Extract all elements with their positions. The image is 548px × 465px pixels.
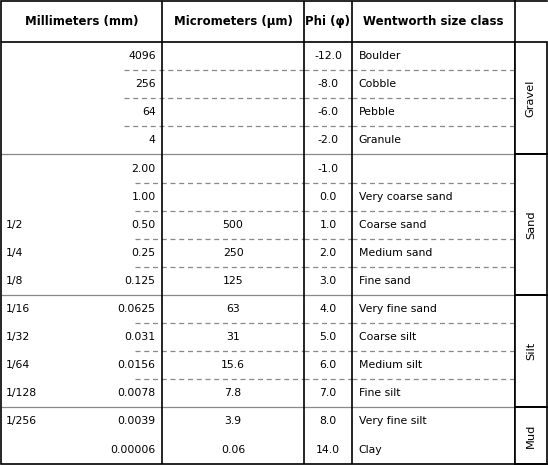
Text: -8.0: -8.0	[317, 79, 339, 89]
Text: 0.0156: 0.0156	[118, 360, 156, 370]
Text: 7.0: 7.0	[319, 388, 336, 399]
Text: 3.0: 3.0	[319, 276, 336, 286]
Text: Coarse sand: Coarse sand	[358, 220, 426, 230]
Text: Silt: Silt	[526, 342, 536, 360]
Text: Millimeters (mm): Millimeters (mm)	[25, 15, 139, 28]
Text: Sand: Sand	[526, 211, 536, 239]
Text: Medium silt: Medium silt	[358, 360, 421, 370]
Text: 7.8: 7.8	[225, 388, 242, 399]
Text: 3.9: 3.9	[225, 417, 242, 426]
Text: 1/8: 1/8	[5, 276, 23, 286]
Text: 1/128: 1/128	[5, 388, 37, 399]
Text: 15.6: 15.6	[221, 360, 245, 370]
Text: 0.0078: 0.0078	[118, 388, 156, 399]
Text: 1/2: 1/2	[5, 220, 23, 230]
Text: Gravel: Gravel	[526, 80, 536, 117]
Text: 64: 64	[142, 107, 156, 117]
Text: 0.50: 0.50	[132, 220, 156, 230]
Text: 0.0625: 0.0625	[118, 304, 156, 314]
Text: 0.031: 0.031	[124, 332, 156, 342]
Text: -12.0: -12.0	[314, 51, 342, 61]
Text: 1/256: 1/256	[5, 417, 37, 426]
Text: Coarse silt: Coarse silt	[358, 332, 416, 342]
Text: 0.125: 0.125	[125, 276, 156, 286]
Text: 1/64: 1/64	[5, 360, 30, 370]
Text: Very coarse sand: Very coarse sand	[358, 192, 452, 202]
Bar	[515, 42, 546, 154]
Text: Wentworth size class: Wentworth size class	[363, 15, 504, 28]
Text: Fine silt: Fine silt	[358, 388, 400, 399]
Text: 14.0: 14.0	[316, 445, 340, 455]
Text: 1/32: 1/32	[5, 332, 30, 342]
Text: Granule: Granule	[358, 135, 402, 146]
Text: 8.0: 8.0	[319, 417, 336, 426]
Text: Boulder: Boulder	[358, 51, 401, 61]
Text: Pebble: Pebble	[358, 107, 395, 117]
Text: 63: 63	[226, 304, 240, 314]
Text: 0.0039: 0.0039	[118, 417, 156, 426]
Text: 4.0: 4.0	[319, 304, 336, 314]
Text: 4: 4	[149, 135, 156, 146]
Text: 0.0: 0.0	[319, 192, 336, 202]
Text: 1.0: 1.0	[319, 220, 336, 230]
Text: Cobble: Cobble	[358, 79, 397, 89]
Bar	[515, 154, 546, 295]
Text: 2.0: 2.0	[319, 248, 336, 258]
Text: 31: 31	[226, 332, 240, 342]
Text: 6.0: 6.0	[319, 360, 336, 370]
Text: 250: 250	[222, 248, 243, 258]
Text: -2.0: -2.0	[317, 135, 339, 146]
Text: 0.06: 0.06	[221, 445, 246, 455]
Text: 1.00: 1.00	[132, 192, 156, 202]
Bar	[515, 295, 546, 407]
Text: Clay: Clay	[358, 445, 382, 455]
Bar	[515, 407, 546, 464]
Text: 0.00006: 0.00006	[111, 445, 156, 455]
Text: -6.0: -6.0	[317, 107, 339, 117]
Text: Very fine sand: Very fine sand	[358, 304, 436, 314]
Text: Micrometers (μm): Micrometers (μm)	[174, 15, 293, 28]
Text: 5.0: 5.0	[319, 332, 336, 342]
Text: 4096: 4096	[128, 51, 156, 61]
Text: -1.0: -1.0	[317, 164, 339, 173]
Text: Medium sand: Medium sand	[358, 248, 432, 258]
Text: 256: 256	[135, 79, 156, 89]
Text: 500: 500	[222, 220, 243, 230]
Text: 125: 125	[223, 276, 243, 286]
Text: Very fine silt: Very fine silt	[358, 417, 426, 426]
Text: 2.00: 2.00	[132, 164, 156, 173]
Text: 1/16: 1/16	[5, 304, 30, 314]
Text: 0.25: 0.25	[132, 248, 156, 258]
Text: Mud: Mud	[526, 423, 536, 448]
Text: 1/4: 1/4	[5, 248, 23, 258]
Text: Phi (φ): Phi (φ)	[305, 15, 351, 28]
Text: Fine sand: Fine sand	[358, 276, 410, 286]
